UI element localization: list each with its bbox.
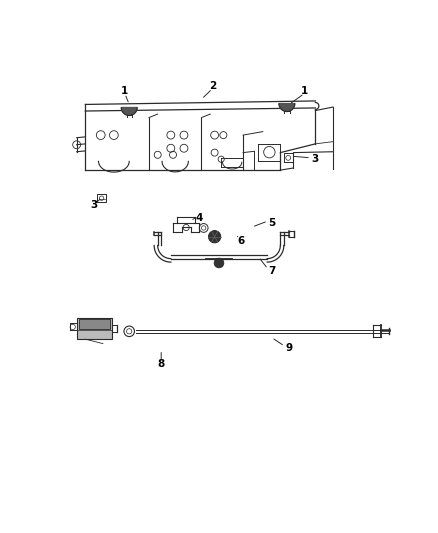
Text: 4: 4	[196, 213, 203, 223]
Text: 7: 7	[268, 266, 275, 276]
Text: 6: 6	[237, 236, 244, 246]
Circle shape	[208, 231, 221, 243]
Text: 1: 1	[121, 86, 128, 96]
Text: 5: 5	[268, 217, 275, 228]
Polygon shape	[279, 103, 295, 111]
Text: 8: 8	[158, 359, 165, 369]
Text: 9: 9	[286, 343, 293, 352]
Polygon shape	[121, 108, 137, 115]
Bar	[77, 318, 112, 339]
Text: 3: 3	[91, 200, 98, 210]
Circle shape	[214, 258, 224, 268]
Bar	[79, 319, 110, 329]
Text: 1: 1	[301, 86, 308, 96]
Text: 3: 3	[312, 154, 319, 164]
Text: 2: 2	[209, 81, 216, 91]
